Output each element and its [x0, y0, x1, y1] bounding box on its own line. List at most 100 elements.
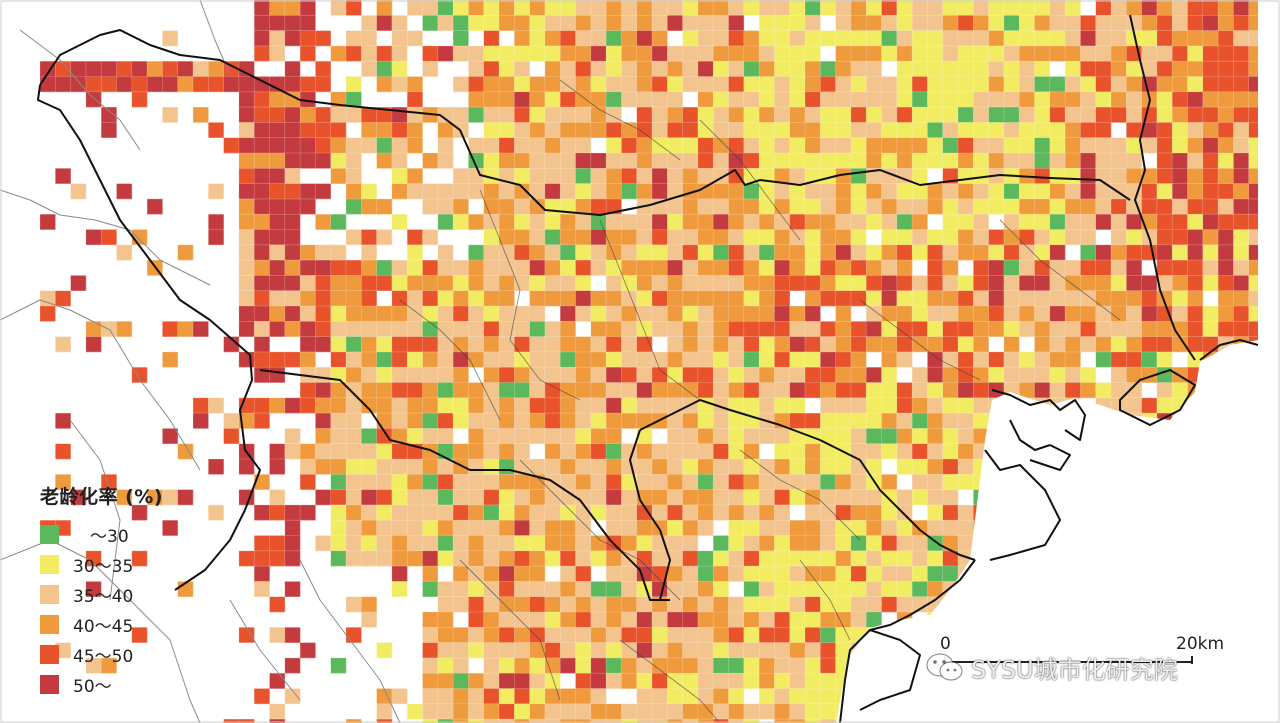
grid-cell: [483, 581, 500, 597]
grid-cell: [759, 566, 775, 582]
grid-cell: [223, 76, 240, 93]
grid-cell: [881, 137, 898, 154]
grid-cell: [1156, 198, 1173, 215]
grid-cell: [422, 428, 439, 444]
grid-cell: [223, 137, 240, 154]
grid-cell: [728, 627, 745, 643]
grid-cell: [422, 367, 439, 383]
grid-cell: [514, 15, 530, 31]
grid-cell: [483, 459, 500, 475]
grid-cell: [743, 673, 760, 689]
grid-cell: [835, 351, 852, 368]
grid-cell: [560, 504, 576, 521]
grid-cell: [575, 336, 592, 353]
grid-cell: [1080, 198, 1096, 215]
grid-cell: [667, 428, 683, 444]
grid-cell: [499, 627, 515, 643]
grid-cell: [407, 260, 423, 276]
grid-cell: [652, 367, 668, 383]
grid-cell: [805, 244, 821, 261]
major-boundary: [1199, 339, 1259, 361]
grid-cell: [820, 581, 836, 597]
grid-cell: [1065, 336, 1081, 353]
grid-cell: [346, 306, 362, 322]
grid-cell: [667, 367, 683, 383]
grid-cell: [422, 627, 439, 643]
grid-cell: [590, 15, 607, 31]
grid-cell: [1111, 260, 1127, 276]
grid-cell: [682, 198, 699, 215]
grid-cell: [483, 229, 500, 246]
grid-cell: [682, 76, 699, 93]
grid-cell: [1202, 15, 1219, 31]
major-boundary: [37, 84, 261, 591]
grid-cell: [682, 535, 699, 552]
grid-cell: [514, 504, 530, 521]
grid-cell: [866, 183, 882, 200]
grid-cell: [713, 657, 729, 674]
grid-cell: [927, 428, 943, 444]
grid-cell: [850, 244, 867, 261]
grid-cell: [866, 596, 882, 613]
grid-cell: [514, 612, 530, 628]
grid-cell: [1095, 91, 1112, 108]
grid-cell: [835, 382, 852, 399]
grid-cell: [1233, 137, 1249, 154]
grid-cell: [958, 321, 974, 337]
grid-cell: [391, 15, 408, 31]
grid-cell: [1126, 336, 1142, 353]
grid-cell: [820, 535, 836, 552]
grid-cell: [973, 45, 989, 62]
grid-cell: [728, 413, 745, 429]
grid-cell: [346, 550, 362, 567]
grid-cell: [621, 61, 637, 77]
grid-cell: [1049, 168, 1066, 184]
grid-cell: [238, 76, 255, 93]
grid-cell: [407, 367, 423, 383]
grid-cell: [1126, 214, 1142, 230]
grid-cell: [759, 260, 775, 276]
grid-cell: [728, 443, 745, 460]
grid-cell: [422, 459, 439, 475]
grid-cell: [1019, 45, 1035, 62]
grid-cell: [575, 137, 592, 154]
grid-cell: [453, 397, 469, 414]
grid-cell: [1218, 198, 1234, 215]
grid-cell: [866, 214, 882, 230]
grid-cell: [728, 382, 745, 399]
grid-cell: [973, 229, 989, 246]
grid-cell: [789, 688, 806, 705]
grid-cell: [407, 336, 423, 353]
grid-cell: [759, 137, 775, 154]
grid-cell: [269, 0, 286, 16]
grid-cell: [254, 198, 270, 215]
grid-cell: [713, 382, 729, 399]
grid-cell: [590, 244, 607, 261]
grid-cell: [1156, 275, 1173, 291]
grid-cell: [453, 504, 469, 521]
grid-cell: [437, 367, 454, 383]
grid-cell: [544, 504, 561, 521]
grid-cell: [759, 244, 775, 261]
grid-cell: [728, 91, 745, 108]
grid-cell: [636, 397, 653, 414]
grid-cell: [544, 673, 561, 689]
grid-cell: [866, 91, 882, 108]
grid-cell: [483, 107, 500, 123]
grid-cell: [269, 703, 286, 720]
grid-cell: [958, 0, 974, 16]
grid-cell: [835, 122, 852, 138]
grid-cell: [1111, 91, 1127, 108]
grid-cell: [391, 321, 408, 337]
grid-cell: [116, 61, 133, 77]
grid-cell: [881, 504, 898, 521]
grid-cell: [560, 566, 576, 582]
grid-cell: [590, 260, 607, 276]
grid-cell: [667, 0, 683, 16]
grid-cell: [789, 107, 806, 123]
grid-cell: [759, 520, 775, 536]
grid-cell: [1049, 153, 1066, 169]
grid-cell: [958, 153, 974, 169]
grid-cell: [759, 351, 775, 368]
grid-cell: [529, 413, 546, 429]
